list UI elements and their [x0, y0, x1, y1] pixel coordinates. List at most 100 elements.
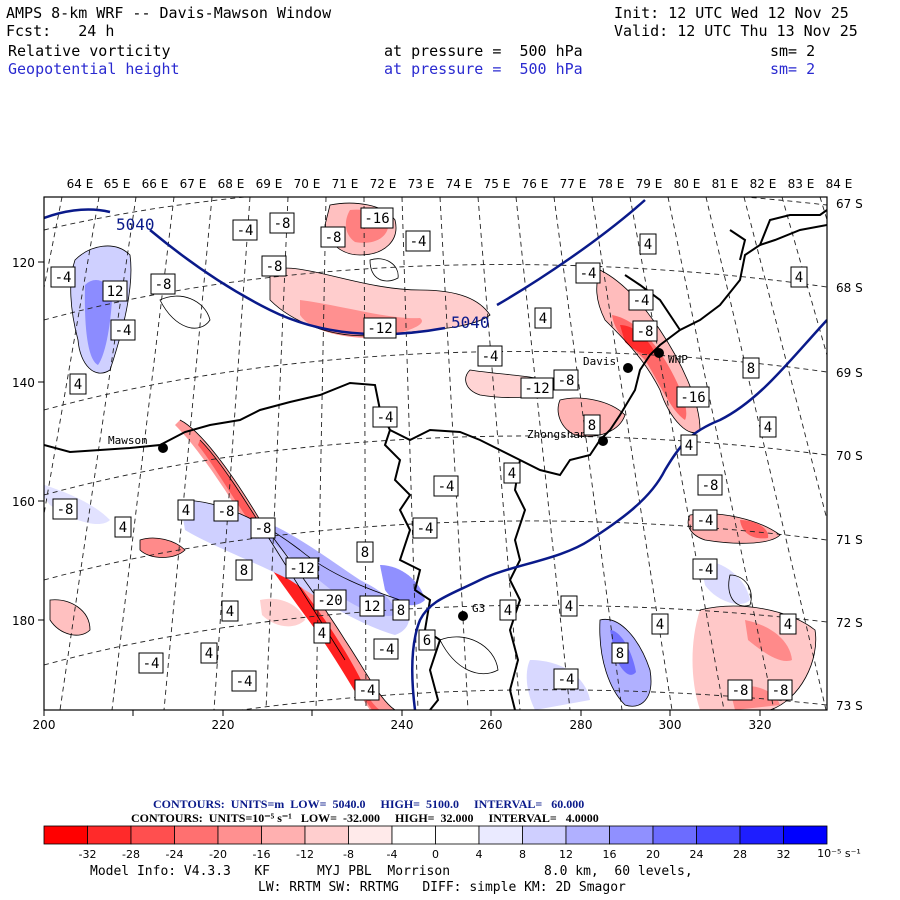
vorticity-label: 4	[74, 377, 82, 393]
vorticity-label: 4	[205, 646, 213, 662]
vorticity-label-box	[676, 386, 710, 408]
station-label-davis: Davis	[583, 355, 616, 368]
colorbar-swatch	[435, 825, 480, 845]
vorticity-label: -4	[237, 223, 254, 239]
station-dot-g3	[458, 611, 468, 621]
vorticity-label-box	[418, 629, 436, 651]
vorticity-label-box	[150, 273, 176, 295]
vorticity-label-box	[363, 317, 397, 339]
vorticity-label-box	[269, 212, 295, 234]
vorticity-label-box	[553, 668, 579, 690]
vorticity-label: -4	[410, 234, 427, 250]
vorticity-label: -4	[236, 674, 253, 690]
colorbar-tick-label: 0	[432, 848, 439, 861]
latitude-label: 69 S	[836, 366, 863, 380]
vorticity-label: -4	[482, 349, 499, 365]
vorticity-label-group: -4 -8 -16 -8 -4 -8 -4 -4 -8 -12 -4 12 4 -4 4 8 4 -4 -8 -16 -…	[50, 207, 808, 701]
latitude-label: 72 S	[836, 616, 863, 630]
vorticity-label-box	[114, 516, 132, 538]
vorticity-label: -8	[772, 683, 789, 699]
longitude-label: 67 E	[180, 177, 207, 191]
vorticity-label-box	[503, 462, 521, 484]
colorbar-tick-label: -32	[79, 848, 97, 861]
station-dot-whp	[654, 348, 664, 358]
x-tick-label: 300	[659, 718, 682, 732]
x-tick-label: 240	[391, 718, 414, 732]
colorbar-swatch	[478, 825, 523, 845]
vorticity-contour-info: CONTOURS: UNITS=10⁻⁵ s⁻¹ LOW= -32.000 HI…	[131, 811, 599, 825]
longitude-label: 71 E	[332, 177, 359, 191]
vorticity-label: -12	[289, 561, 314, 577]
vorticity-label-box	[742, 357, 760, 379]
vorticity-label: -16	[680, 390, 705, 406]
vorticity-label: -4	[55, 270, 72, 286]
vorticity-label: 4	[182, 503, 190, 519]
vorticity-label: 8	[588, 418, 596, 434]
vorticity-label: 4	[539, 311, 547, 327]
vorticity-label-box	[232, 219, 258, 241]
model-info-physics: LW: RRTM SW: RRTMG DIFF: simple KM: 2D S…	[258, 880, 626, 895]
y-tick-label: 120	[12, 256, 35, 270]
vorticity-label-box	[727, 679, 753, 701]
height-label: 5040	[116, 215, 155, 234]
vorticity-label: -8	[702, 478, 719, 494]
vorticity-label-box	[553, 369, 579, 391]
station-label-zhongshan: Zhongshan	[527, 428, 587, 441]
longitude-label: 72 E	[370, 177, 397, 191]
vorticity-label: 8	[240, 563, 248, 579]
longitude-label: 65 E	[104, 177, 131, 191]
vorticity-label: -12	[524, 381, 549, 397]
station-label-whp: WHP	[668, 353, 688, 366]
vorticity-label-box	[200, 642, 218, 664]
vorticity-label-box	[412, 517, 438, 539]
vorticity-label-box	[767, 679, 793, 701]
forecast-hour: Fcst: 24 h	[6, 22, 115, 40]
vorticity-label: -4	[359, 683, 376, 699]
colorbar-tick-label: -4	[387, 848, 398, 861]
vorticity-label: -16	[364, 211, 389, 227]
x-tick-label: 260	[480, 718, 503, 732]
vorticity-label-box	[534, 307, 552, 329]
colorbar-swatch	[87, 825, 132, 845]
longitude-label: 83 E	[788, 177, 815, 191]
station-label-g3: G3	[472, 602, 485, 615]
vorticity-label: 4	[504, 603, 512, 619]
vorticity-label: -8	[274, 216, 291, 232]
vorticity-label-box	[261, 255, 287, 277]
vorticity-label: -4	[417, 521, 434, 537]
vorticity-label: -4	[143, 656, 160, 672]
y-tick-label: 140	[12, 376, 35, 390]
vorticity-label-box	[583, 414, 601, 436]
colorbar-swatch	[565, 825, 610, 845]
vorticity-label-box	[69, 373, 87, 395]
vorticity-label-box	[372, 406, 398, 428]
colorbar-tick-label: 16	[603, 848, 617, 861]
vorticity-label-box	[477, 345, 503, 367]
vorticity-label: -8	[637, 324, 654, 340]
vorticity-label-box	[52, 498, 78, 520]
colorbar-tick-label: 32	[777, 848, 791, 861]
latitude-label: 70 S	[836, 449, 863, 463]
vorticity-label-box	[373, 638, 399, 660]
vorticity-label-box	[628, 289, 654, 311]
colorbar-swatch	[304, 825, 349, 845]
vorticity-label-box	[360, 207, 394, 229]
vorticity-label-box	[651, 613, 669, 635]
colorbar-tick-label: 4	[476, 848, 483, 861]
vorticity-label-box	[520, 377, 554, 399]
height-label: 5040	[451, 313, 490, 332]
colorbar-swatch	[130, 825, 175, 845]
vorticity-label-box	[499, 599, 517, 621]
vorticity-label-box	[759, 416, 777, 438]
longitude-label: 80 E	[674, 177, 701, 191]
vorticity-label-box	[250, 517, 276, 539]
vorticity-label: 8	[397, 603, 405, 619]
vorticity-label-box	[102, 280, 128, 302]
vorticity-label-box	[575, 262, 601, 284]
vorticity-label: 12	[107, 284, 124, 300]
longitude-label: 68 E	[218, 177, 245, 191]
colorbar-swatch	[261, 825, 306, 845]
latlon-grid	[44, 197, 827, 710]
station-markers	[158, 348, 664, 621]
